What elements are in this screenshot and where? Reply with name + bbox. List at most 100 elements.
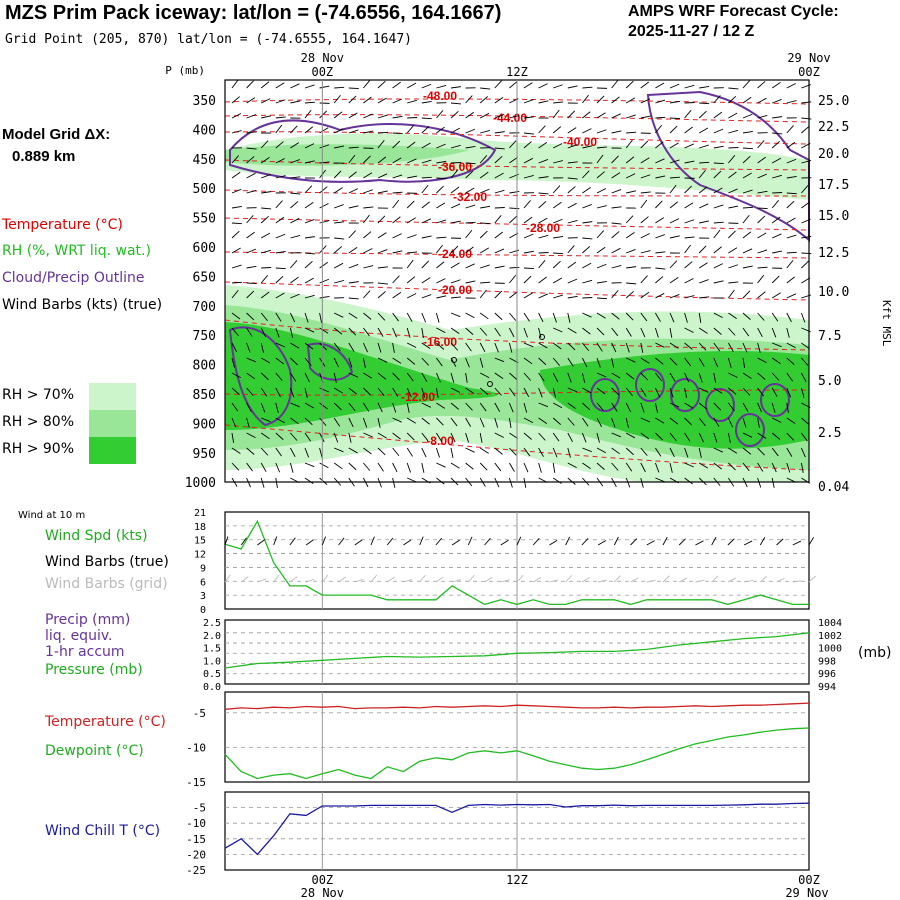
chart-title: MZS Prim Pack iceway: lat/lon = (-74.655…: [5, 2, 502, 24]
wind-barb: [567, 462, 577, 469]
wind-barb: [480, 264, 490, 269]
wind-barb-grid: [451, 579, 461, 583]
wind-barb: [611, 387, 620, 396]
wind-barb: [757, 173, 767, 179]
wind-barb: [348, 205, 359, 209]
wind-barb: [450, 245, 459, 254]
wind-barb: [757, 291, 766, 299]
wind-tick-label: 15: [194, 536, 206, 547]
wind-barb: [392, 292, 402, 299]
wind-barb: [640, 357, 650, 364]
wind-barb: [772, 342, 782, 348]
wind-barb: [348, 297, 359, 300]
wind-barb: [698, 327, 708, 334]
wind-barb: [757, 402, 762, 413]
wind-barb: [392, 216, 401, 224]
wind-barb-true: [695, 540, 704, 546]
wind-barb: [334, 221, 345, 224]
wind-barb: [582, 387, 592, 394]
wind-barb: [304, 219, 315, 224]
bottom-day-label: 28 Nov: [301, 886, 344, 900]
wind-barb: [801, 342, 810, 350]
cloud-outline-cell: [635, 368, 665, 402]
wind-barb: [698, 262, 708, 269]
precip-tick-label: 0.5: [203, 669, 221, 680]
wind-barb: [348, 312, 358, 319]
wind-barb: [757, 249, 768, 254]
wind-barb: [479, 372, 490, 379]
wind-barb: [582, 128, 592, 134]
wind-barb: [275, 357, 285, 365]
wind-barb: [392, 432, 401, 440]
wind-barb: [727, 417, 733, 428]
wind-barb: [392, 199, 400, 209]
pressure-tick-label: 800: [193, 359, 216, 374]
wind-tick-label: 9: [200, 563, 206, 574]
wind-barb: [523, 200, 531, 209]
wind-barb: [626, 282, 637, 285]
wind-barb: [392, 342, 395, 353]
label-precip: Precip (mm): [45, 612, 131, 628]
wind-barb: [771, 157, 782, 164]
wind-barb: [582, 417, 589, 427]
legend-cloud: Cloud/Precip Outline: [2, 270, 145, 286]
wind-barb: [655, 158, 665, 164]
bottom-day-label-2: 29 Nov: [785, 886, 828, 900]
wind-barb: [275, 417, 285, 424]
wind-barb: [786, 200, 795, 209]
wind-barb: [640, 115, 651, 119]
wind-barb: [757, 97, 767, 104]
wind-barb: [304, 417, 313, 426]
cloud-outline-upper-right: [646, 90, 810, 243]
wind-barb: [290, 142, 300, 149]
wind-barb: [684, 357, 692, 367]
wind-barb-true: [532, 538, 540, 546]
wind-barb: [553, 84, 563, 89]
wind-barb: [772, 99, 782, 104]
cloud-outline-lower-left: [228, 326, 293, 427]
wind-barb: [626, 114, 636, 119]
wind-barb: [713, 145, 724, 149]
wind-barb: [231, 222, 243, 225]
wind-barb: [479, 327, 488, 336]
wind-barb: [465, 246, 474, 254]
wind-barb: [728, 264, 739, 269]
wind-barb: [333, 372, 337, 383]
wind-barb: [698, 417, 706, 427]
wind-barb: [596, 357, 601, 368]
wind-barb: [290, 402, 300, 408]
wind-barb: [582, 342, 590, 352]
wind-barb: [699, 144, 709, 149]
wind-barb: [669, 235, 680, 239]
wind-barb: [435, 312, 440, 323]
wind-barb: [406, 372, 414, 382]
precip-tick-label: 1.5: [203, 644, 221, 655]
wind-barb: [421, 260, 430, 269]
wind-barb: [260, 372, 269, 381]
wind-barb: [275, 462, 281, 473]
wind-barb: [392, 191, 403, 194]
wind-barb: [436, 110, 444, 119]
wind-barb: [377, 139, 385, 149]
wind-barb: [363, 113, 373, 119]
wind-tick-label: 6: [200, 577, 206, 588]
wind-barb: [611, 432, 622, 438]
wind-barb: [509, 81, 518, 89]
label-accum: 1-hr accum: [45, 644, 125, 660]
windchill-line: [224, 802, 810, 856]
height-axis-title: Kft MSL: [880, 300, 893, 347]
wind-barb-grid: [549, 579, 559, 583]
wind-barb: [699, 220, 710, 224]
bottom-tick-00z: 00Z: [311, 873, 333, 887]
wind-barb: [640, 387, 647, 397]
wind-barb: [494, 327, 501, 337]
wind-barb: [246, 172, 256, 179]
wind-barb: [290, 125, 298, 134]
wind-barb: [640, 327, 646, 338]
wind-barb: [582, 187, 591, 194]
wind-barb: [509, 372, 518, 380]
wind-barb: [231, 342, 238, 353]
pressure-axis-title: P (mb): [165, 64, 205, 77]
wind-barb: [538, 217, 548, 224]
wind-barb-grid: [744, 580, 754, 583]
